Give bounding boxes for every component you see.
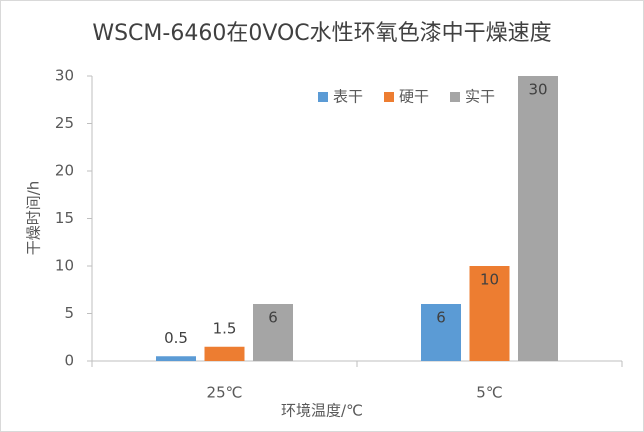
y-tick-label: 25 xyxy=(55,114,74,132)
bar xyxy=(469,266,510,361)
y-tick-label: 5 xyxy=(64,304,74,322)
y-tick-label: 10 xyxy=(55,257,74,275)
data-label: 6 xyxy=(268,309,278,327)
legend-swatch xyxy=(318,92,328,102)
data-label: 30 xyxy=(528,81,547,99)
x-tick-label: 25℃ xyxy=(207,384,243,402)
legend-label: 表干 xyxy=(333,88,363,106)
x-tick-label: 5℃ xyxy=(476,384,502,402)
bar xyxy=(421,304,461,361)
x-axis-label: 环境温度/℃ xyxy=(281,402,363,420)
y-tick-label: 15 xyxy=(55,209,74,227)
data-label: 10 xyxy=(480,271,499,289)
y-tick-label: 20 xyxy=(55,162,74,180)
legend-label: 实干 xyxy=(465,88,495,106)
legend-swatch xyxy=(384,92,394,102)
legend-swatch xyxy=(450,92,460,102)
bar xyxy=(204,346,245,361)
y-axis-label: 干燥时间/h xyxy=(25,181,43,256)
bar xyxy=(253,304,293,361)
data-label: 0.5 xyxy=(164,329,188,347)
legend-label: 硬干 xyxy=(399,88,429,106)
data-label: 6 xyxy=(436,309,446,327)
bar xyxy=(156,356,196,361)
y-tick-label: 0 xyxy=(64,352,74,370)
y-tick-label: 30 xyxy=(55,67,74,85)
data-label: 1.5 xyxy=(213,319,237,337)
bar xyxy=(518,76,558,361)
chart-title: WSCM-6460在0VOC水性环氧色漆中干燥速度 xyxy=(92,21,551,46)
